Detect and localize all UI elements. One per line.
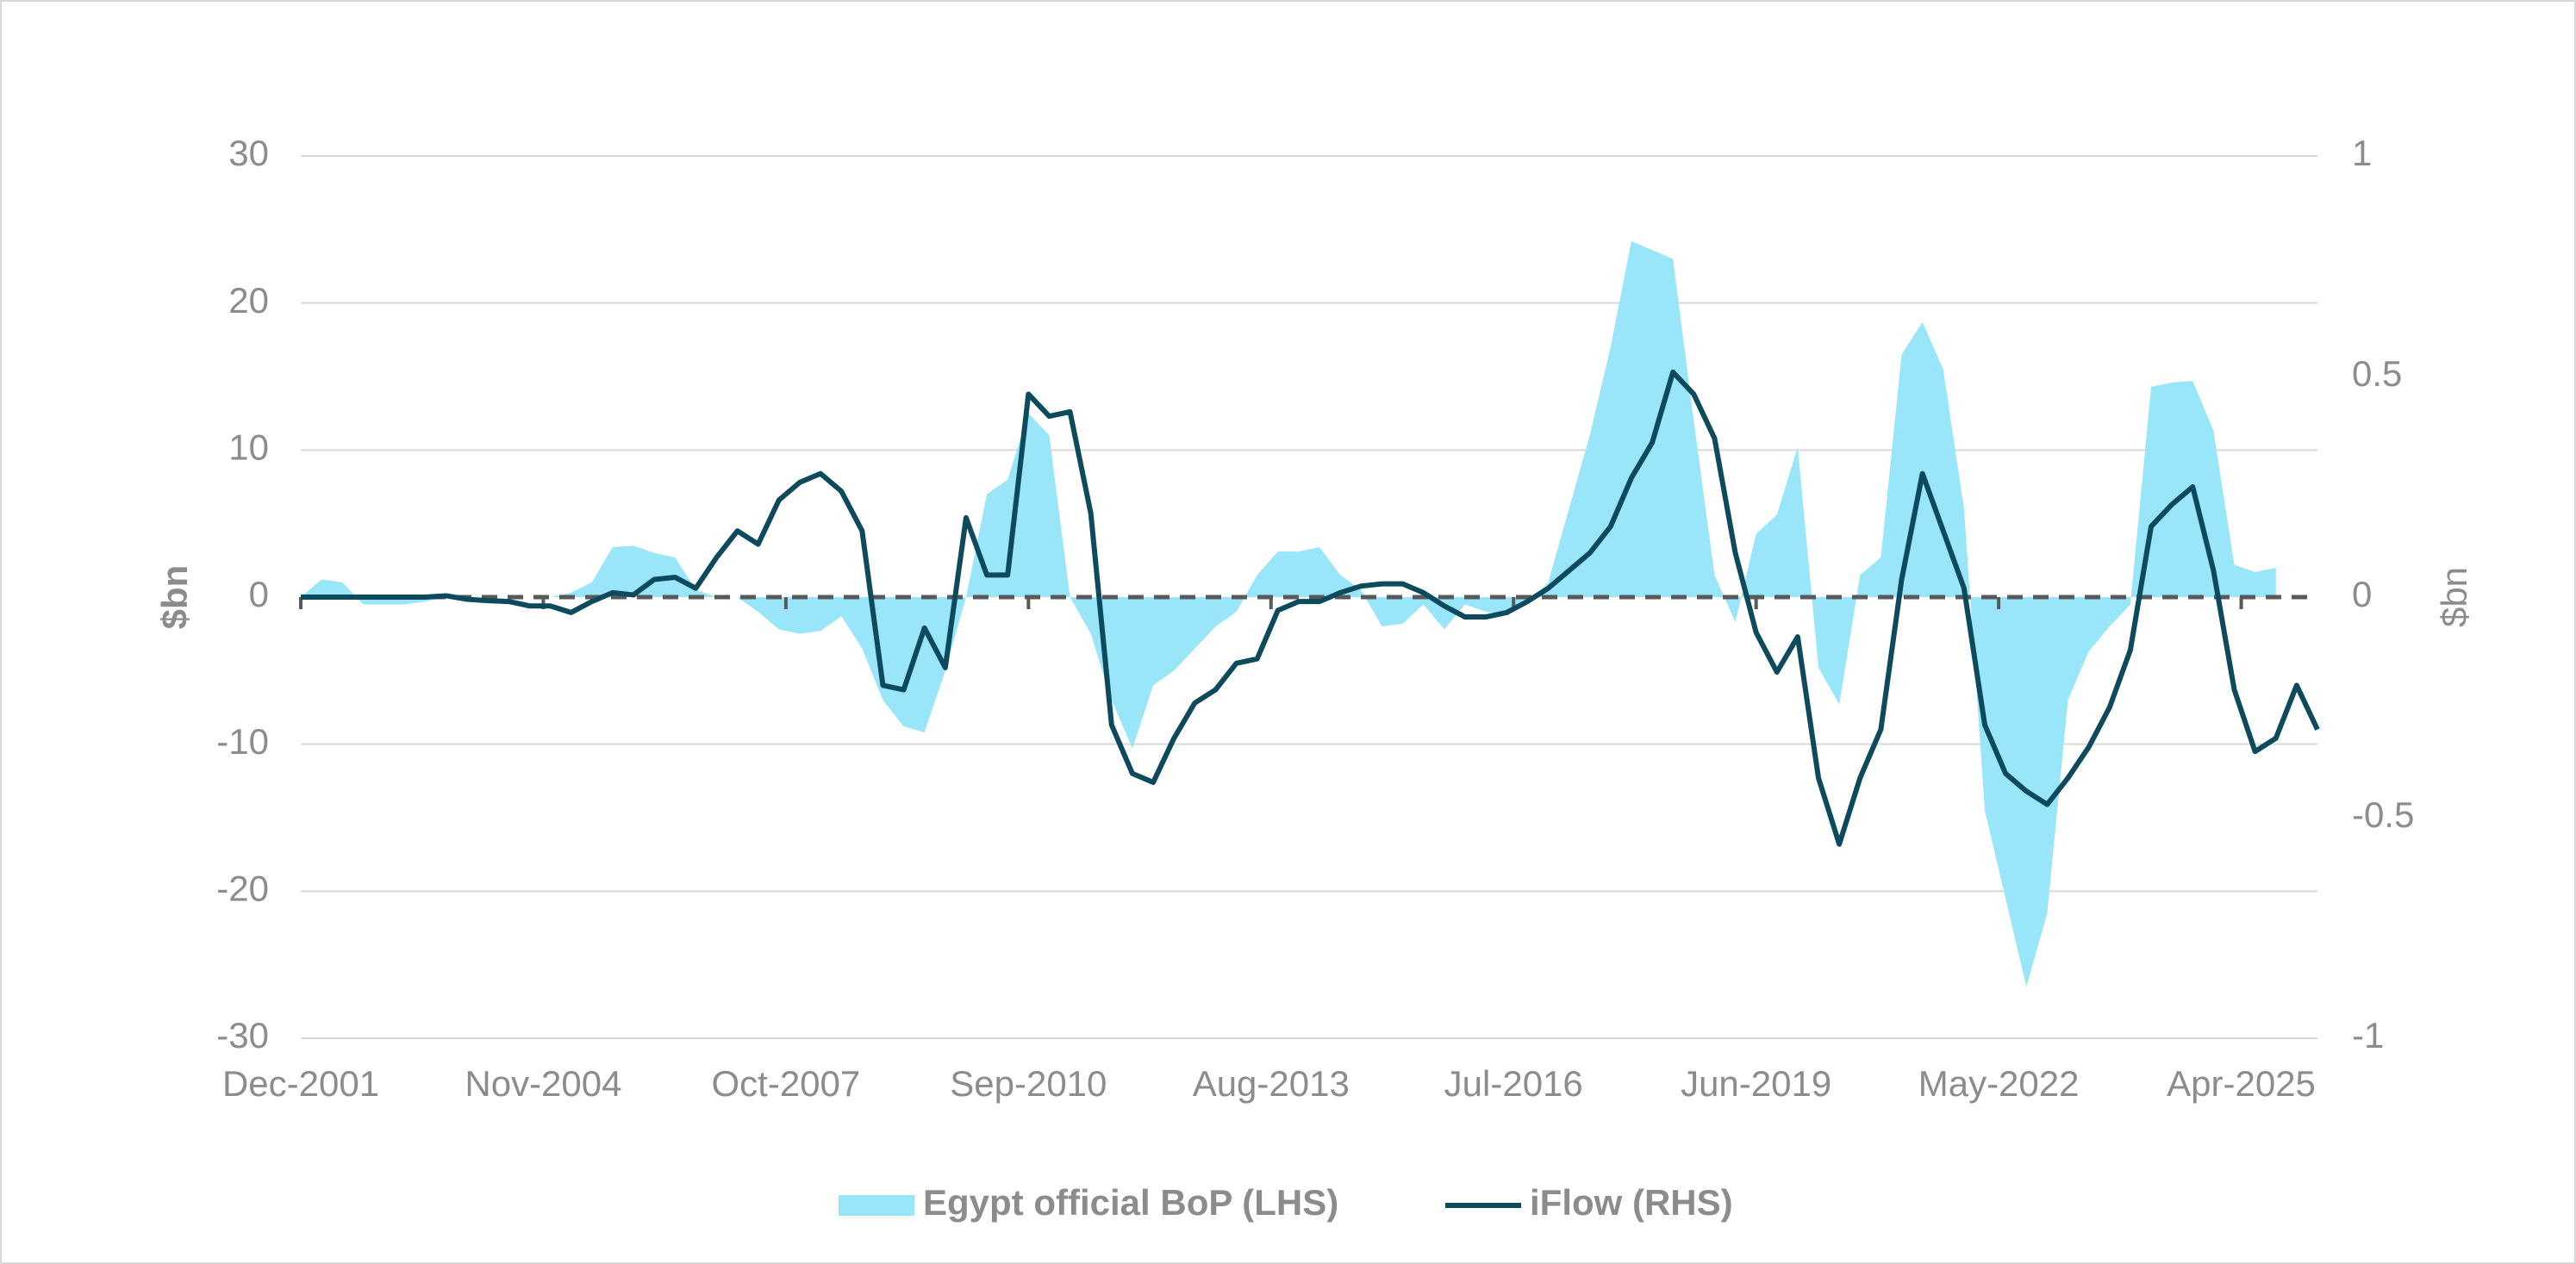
x-tick-label: Oct-2007 <box>712 1063 861 1104</box>
x-tick-label: Jul-2016 <box>1444 1063 1583 1104</box>
y2-tick-label: 1 <box>2352 133 2372 173</box>
y-tick-label: 0 <box>249 574 269 614</box>
legend-label: iFlow (RHS) <box>1530 1182 1733 1223</box>
x-tick-label: Dec-2001 <box>222 1063 379 1104</box>
x-tick-label: Sep-2010 <box>950 1063 1107 1104</box>
x-tick-label: Jun-2019 <box>1681 1063 1831 1104</box>
y-axis-title: $bn <box>154 565 195 630</box>
legend-label: Egypt official BoP (LHS) <box>923 1182 1338 1223</box>
legend-swatch <box>839 1195 914 1216</box>
y2-axis-title: $bn <box>2434 567 2474 627</box>
y2-tick-label: 0 <box>2352 574 2372 614</box>
x-tick-label: Aug-2013 <box>1193 1063 1350 1104</box>
x-tick-label: Nov-2004 <box>465 1063 621 1104</box>
y2-tick-label: 0.5 <box>2352 353 2402 394</box>
y2-tick-label: -1 <box>2352 1015 2384 1055</box>
y-tick-label: -30 <box>216 1015 269 1055</box>
y-tick-label: 20 <box>228 280 269 321</box>
y2-tick-label: -0.5 <box>2352 794 2414 835</box>
x-tick-label: Apr-2025 <box>2167 1063 2316 1104</box>
y-tick-label: 10 <box>228 427 269 467</box>
y-tick-label: -20 <box>216 868 269 908</box>
line <box>301 369 2320 847</box>
x-tick-label: May-2022 <box>1918 1063 2080 1104</box>
y-tick-label: 30 <box>228 133 269 173</box>
y-tick-label: -10 <box>216 721 269 762</box>
